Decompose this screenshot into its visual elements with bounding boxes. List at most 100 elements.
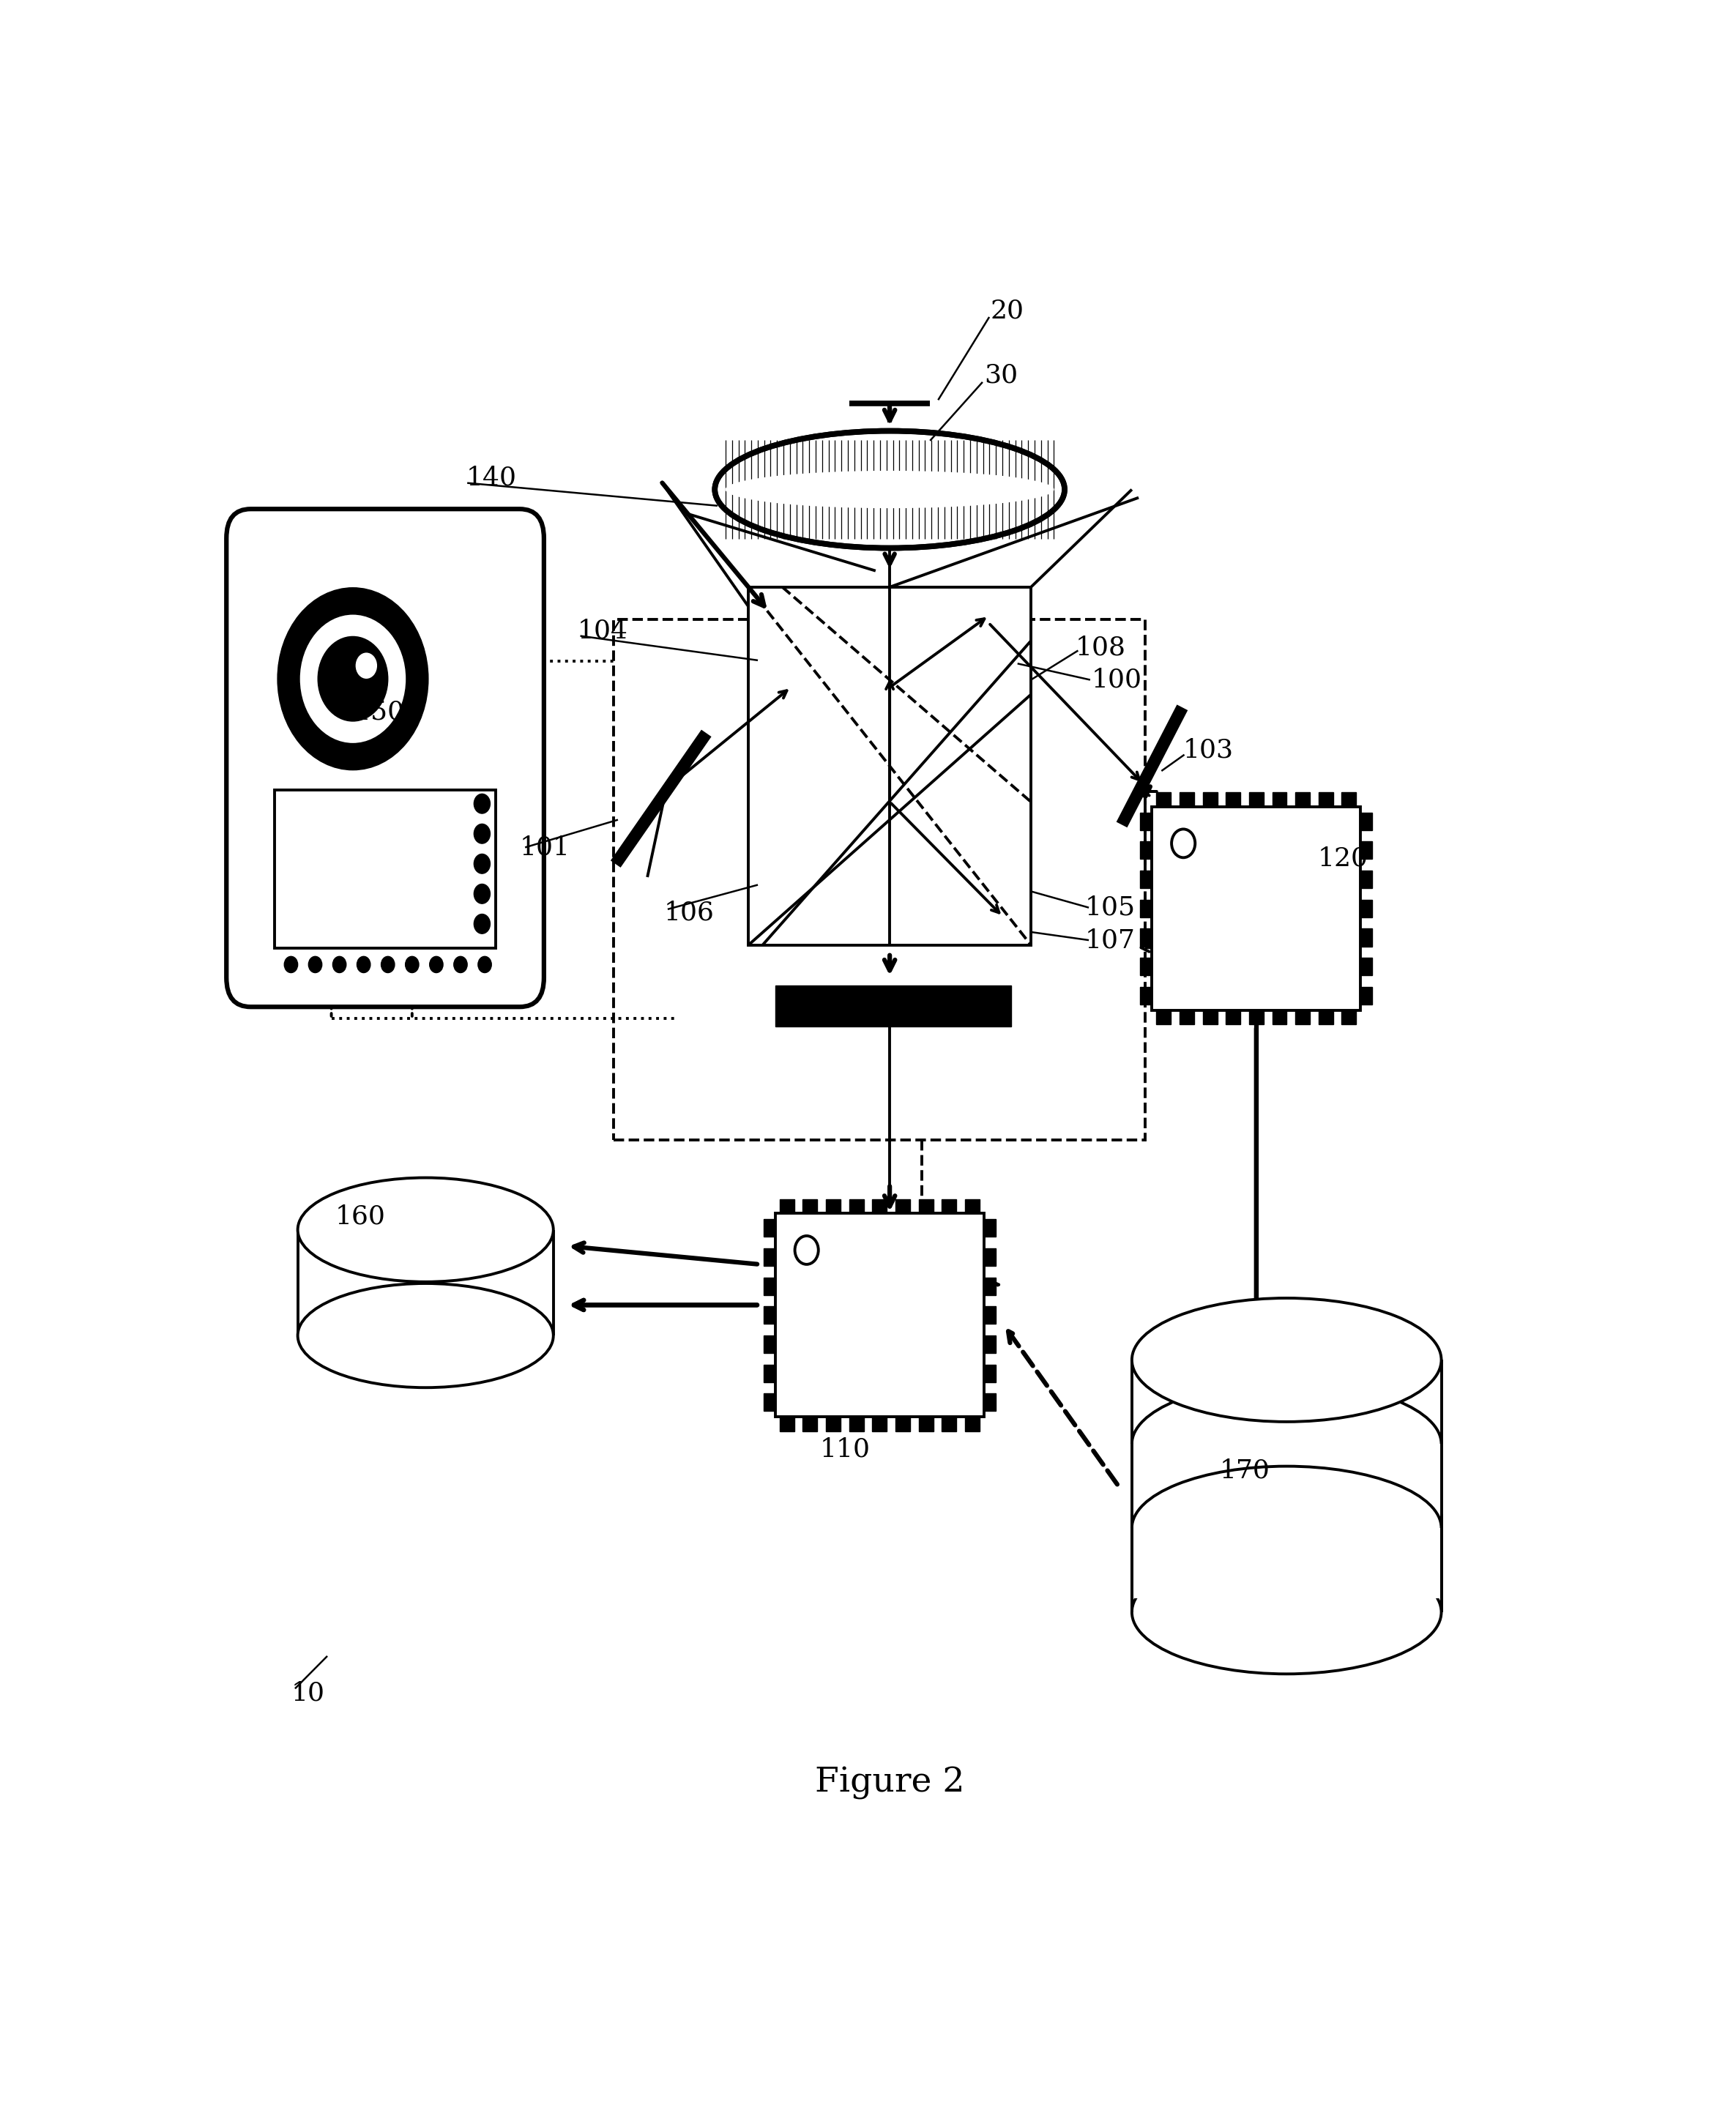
Bar (1361, 957, 1373, 976)
Bar (1361, 841, 1373, 860)
Circle shape (474, 915, 490, 934)
Bar (943, 1200, 957, 1213)
Bar (764, 1306, 776, 1325)
Bar (1156, 792, 1172, 807)
Bar (849, 1200, 865, 1213)
Text: 120: 120 (1318, 847, 1368, 871)
Circle shape (309, 957, 321, 972)
Text: 170: 170 (1219, 1458, 1269, 1483)
Bar (1141, 928, 1153, 947)
Bar (984, 1306, 996, 1325)
Circle shape (474, 854, 490, 873)
Bar (896, 1418, 910, 1431)
Bar (779, 1418, 795, 1431)
Text: 10: 10 (292, 1682, 325, 1705)
Text: 30: 30 (984, 363, 1017, 389)
Circle shape (429, 957, 443, 972)
Circle shape (474, 883, 490, 904)
Ellipse shape (1132, 1551, 1441, 1673)
Bar (802, 1418, 818, 1431)
Bar (1141, 957, 1153, 976)
Bar (1156, 1010, 1172, 1025)
Circle shape (795, 1236, 818, 1264)
Text: 108: 108 (1075, 634, 1127, 659)
Bar (1125, 1528, 1448, 1597)
Ellipse shape (299, 1283, 554, 1388)
Ellipse shape (1132, 1297, 1441, 1422)
Text: 20: 20 (991, 298, 1024, 323)
Text: 103: 103 (1182, 737, 1234, 763)
Bar (764, 1335, 776, 1352)
Text: 101: 101 (519, 835, 569, 860)
Bar (918, 1418, 934, 1431)
Circle shape (453, 957, 467, 972)
Bar (1361, 811, 1373, 830)
Bar (1272, 792, 1286, 807)
Bar (1272, 1010, 1286, 1025)
Bar (826, 1418, 840, 1431)
Bar (984, 1365, 996, 1382)
Circle shape (382, 957, 394, 972)
Bar (274, 790, 495, 949)
Bar (748, 587, 1031, 945)
Circle shape (1172, 828, 1194, 858)
Bar (943, 1418, 957, 1431)
Bar (1319, 1010, 1333, 1025)
Bar (1153, 807, 1361, 1010)
Bar (1141, 841, 1153, 860)
Circle shape (299, 613, 406, 744)
Text: 106: 106 (663, 900, 713, 925)
Bar (1141, 871, 1153, 887)
Circle shape (285, 957, 299, 972)
Text: 140: 140 (465, 465, 516, 490)
Bar (1203, 1010, 1217, 1025)
Bar (1226, 792, 1241, 807)
Bar (1295, 792, 1311, 807)
Bar (1342, 1010, 1356, 1025)
Bar (776, 985, 1010, 1027)
Circle shape (477, 957, 491, 972)
Text: 102: 102 (963, 997, 1014, 1023)
Bar (1179, 1010, 1194, 1025)
Circle shape (406, 957, 418, 972)
Text: 100: 100 (1092, 668, 1142, 693)
Text: Figure 2: Figure 2 (814, 1766, 965, 1800)
Bar (849, 1418, 865, 1431)
Bar (965, 1200, 979, 1213)
Bar (615, 619, 1146, 1141)
Bar (779, 1200, 795, 1213)
Bar (984, 1392, 996, 1411)
Bar (802, 1200, 818, 1213)
Bar (1248, 792, 1264, 807)
Circle shape (356, 653, 377, 678)
Bar (965, 1418, 979, 1431)
Bar (1141, 900, 1153, 917)
Circle shape (474, 824, 490, 843)
Bar (918, 1200, 934, 1213)
Bar (1361, 928, 1373, 947)
Bar (1248, 1010, 1264, 1025)
Ellipse shape (726, 471, 1054, 509)
Bar (1319, 792, 1333, 807)
Bar (764, 1219, 776, 1236)
Bar (1203, 792, 1217, 807)
FancyBboxPatch shape (226, 509, 543, 1008)
Bar (764, 1392, 776, 1411)
Bar (764, 1276, 776, 1295)
Bar (764, 1249, 776, 1266)
Bar (1361, 900, 1373, 917)
Bar (1141, 987, 1153, 1004)
Bar (776, 1213, 984, 1418)
Bar (896, 1200, 910, 1213)
Bar (871, 1200, 887, 1213)
Bar (1125, 1443, 1448, 1513)
Circle shape (278, 587, 429, 769)
Bar (764, 1365, 776, 1382)
Circle shape (474, 794, 490, 814)
Bar (984, 1219, 996, 1236)
Circle shape (318, 636, 387, 721)
Text: 104: 104 (578, 619, 628, 644)
Bar (1295, 1010, 1311, 1025)
Text: 150: 150 (354, 699, 404, 725)
Bar (1179, 792, 1194, 807)
